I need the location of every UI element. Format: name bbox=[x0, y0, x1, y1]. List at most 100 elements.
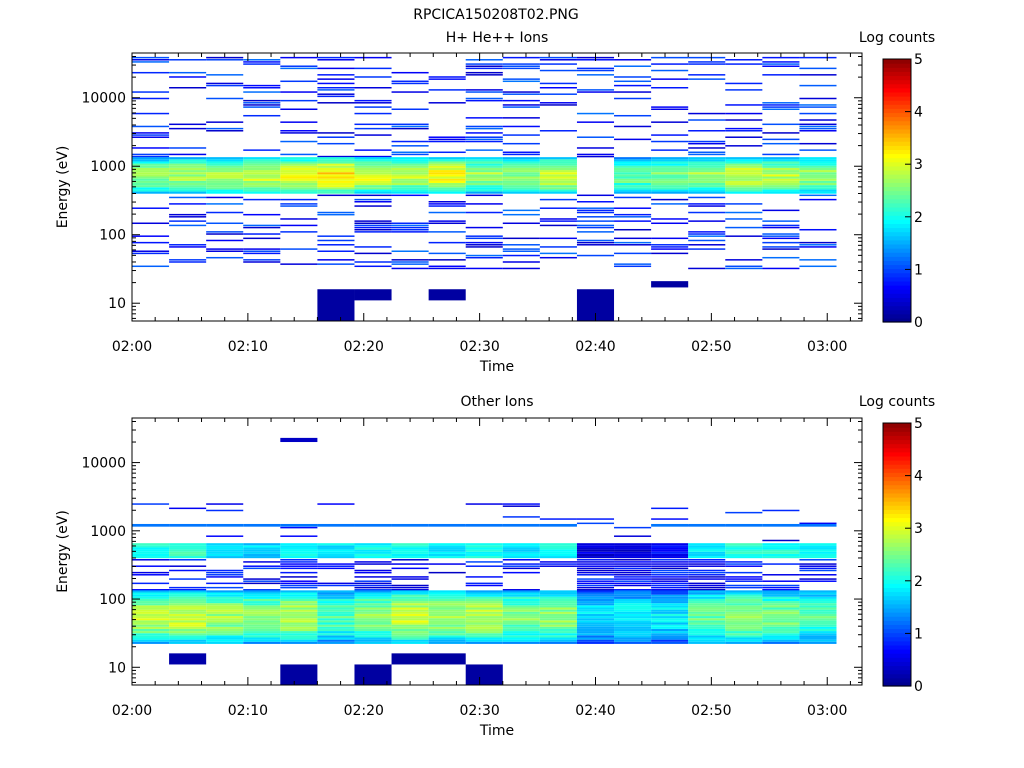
colorbar-segment bbox=[883, 538, 911, 543]
heatmap-cell bbox=[132, 207, 170, 209]
heatmap-cell bbox=[725, 641, 763, 644]
heatmap-cell bbox=[132, 252, 170, 255]
heatmap-cell bbox=[465, 117, 503, 119]
heatmap-cell bbox=[354, 185, 392, 188]
heatmap-cell bbox=[354, 584, 392, 587]
heatmap-cell bbox=[762, 63, 800, 65]
heatmap-cell bbox=[651, 170, 689, 173]
heatmap-cell bbox=[762, 574, 800, 576]
heatmap-cell bbox=[762, 104, 800, 106]
heatmap-cell bbox=[762, 618, 800, 621]
heatmap-cell bbox=[317, 624, 355, 627]
heatmap-cell bbox=[243, 161, 281, 164]
heatmap-cell bbox=[206, 631, 244, 634]
heatmap-cell bbox=[132, 553, 170, 557]
heatmap-cell bbox=[465, 637, 503, 640]
heatmap-cell bbox=[354, 594, 392, 597]
heatmap-cell bbox=[651, 618, 689, 621]
heatmap-cell bbox=[391, 584, 429, 587]
heatmap-cell bbox=[576, 226, 615, 229]
heatmap-cell bbox=[280, 263, 318, 265]
heatmap-cell bbox=[206, 545, 244, 548]
heatmap-cell bbox=[206, 605, 244, 608]
heatmap-cell bbox=[428, 551, 466, 554]
colorbar-segment bbox=[883, 496, 911, 502]
heatmap-cell bbox=[354, 159, 392, 162]
heatmap-cell bbox=[243, 589, 281, 591]
heatmap-cell bbox=[206, 182, 244, 186]
heatmap-cell bbox=[502, 609, 540, 612]
heatmap-cell bbox=[132, 637, 170, 640]
heatmap-cell bbox=[465, 551, 503, 554]
heatmap-cell bbox=[317, 102, 355, 104]
colorbar-segment bbox=[883, 280, 911, 286]
heatmap-cell bbox=[132, 603, 170, 606]
heatmap-cell bbox=[428, 203, 466, 205]
heatmap-cell bbox=[280, 601, 318, 604]
colorbar-segment bbox=[883, 451, 911, 457]
heatmap-cell bbox=[539, 163, 577, 166]
heatmap-cell bbox=[428, 185, 466, 188]
heatmap-cell bbox=[502, 605, 540, 608]
heatmap-cell bbox=[539, 631, 577, 634]
heatmap-cell bbox=[317, 618, 355, 621]
heatmap-cell bbox=[614, 114, 652, 117]
heatmap-cell bbox=[762, 209, 800, 212]
heatmap-cell bbox=[762, 189, 800, 192]
heatmap-cell bbox=[651, 628, 689, 632]
heatmap-cell bbox=[428, 523, 466, 527]
heatmap-cell bbox=[391, 82, 429, 85]
heatmap-cell bbox=[465, 140, 503, 143]
heatmap-cell bbox=[762, 187, 800, 190]
y-tick-label: 100 bbox=[99, 592, 126, 608]
heatmap-cell bbox=[688, 189, 726, 192]
heatmap-cell bbox=[502, 563, 540, 565]
heatmap-cell bbox=[651, 134, 689, 136]
heatmap-cell bbox=[465, 65, 503, 67]
colorbar-segment bbox=[883, 554, 911, 560]
heatmap-cell bbox=[539, 130, 577, 132]
heatmap-cell bbox=[465, 163, 503, 166]
heatmap-cell bbox=[280, 582, 318, 585]
heatmap-cell bbox=[614, 165, 652, 168]
heatmap-cell bbox=[614, 191, 652, 194]
heatmap-cell bbox=[799, 142, 837, 145]
heatmap-cell bbox=[354, 224, 392, 227]
x-tick-label: 02:10 bbox=[228, 339, 268, 355]
heatmap-cell bbox=[243, 567, 281, 570]
heatmap-cell bbox=[206, 74, 244, 76]
heatmap-cell bbox=[280, 616, 318, 619]
heatmap-cell bbox=[614, 631, 652, 634]
heatmap-cell bbox=[614, 241, 652, 244]
heatmap-cell bbox=[132, 180, 170, 183]
heatmap-cell bbox=[465, 246, 503, 248]
heatmap-cell bbox=[762, 102, 800, 104]
heatmap-cell bbox=[354, 157, 392, 160]
heatmap-cell bbox=[614, 603, 652, 606]
heatmap-cell bbox=[465, 185, 503, 188]
heatmap-cell bbox=[799, 167, 837, 171]
heatmap-cell bbox=[243, 596, 281, 599]
heatmap-cell bbox=[465, 194, 503, 197]
heatmap-cell bbox=[354, 67, 392, 70]
panel-h-he-ions: 02:00 02:10 02:20 02:30 02:40 02:50 03:0010100… bbox=[55, 30, 935, 375]
heatmap-cell bbox=[354, 598, 392, 602]
colorbar-segment bbox=[883, 447, 911, 453]
heatmap-cell bbox=[206, 622, 244, 625]
heatmap-cell bbox=[132, 641, 170, 644]
heatmap-cell bbox=[502, 567, 540, 570]
heatmap-cell bbox=[243, 252, 281, 255]
colorbar-frame bbox=[882, 58, 912, 323]
heatmap-cell bbox=[317, 592, 355, 595]
heatmap-cell bbox=[391, 578, 429, 580]
heatmap-cell bbox=[465, 203, 503, 205]
heatmap-cell bbox=[725, 174, 763, 177]
heatmap-cell bbox=[502, 543, 540, 546]
heatmap-cell bbox=[725, 578, 763, 580]
heatmap-cell bbox=[243, 603, 281, 606]
heatmap-cell bbox=[502, 523, 540, 527]
heatmap-cell bbox=[169, 616, 207, 619]
heatmap-cell bbox=[502, 596, 540, 599]
heatmap-cell bbox=[725, 596, 763, 599]
heatmap-cell bbox=[799, 119, 837, 121]
